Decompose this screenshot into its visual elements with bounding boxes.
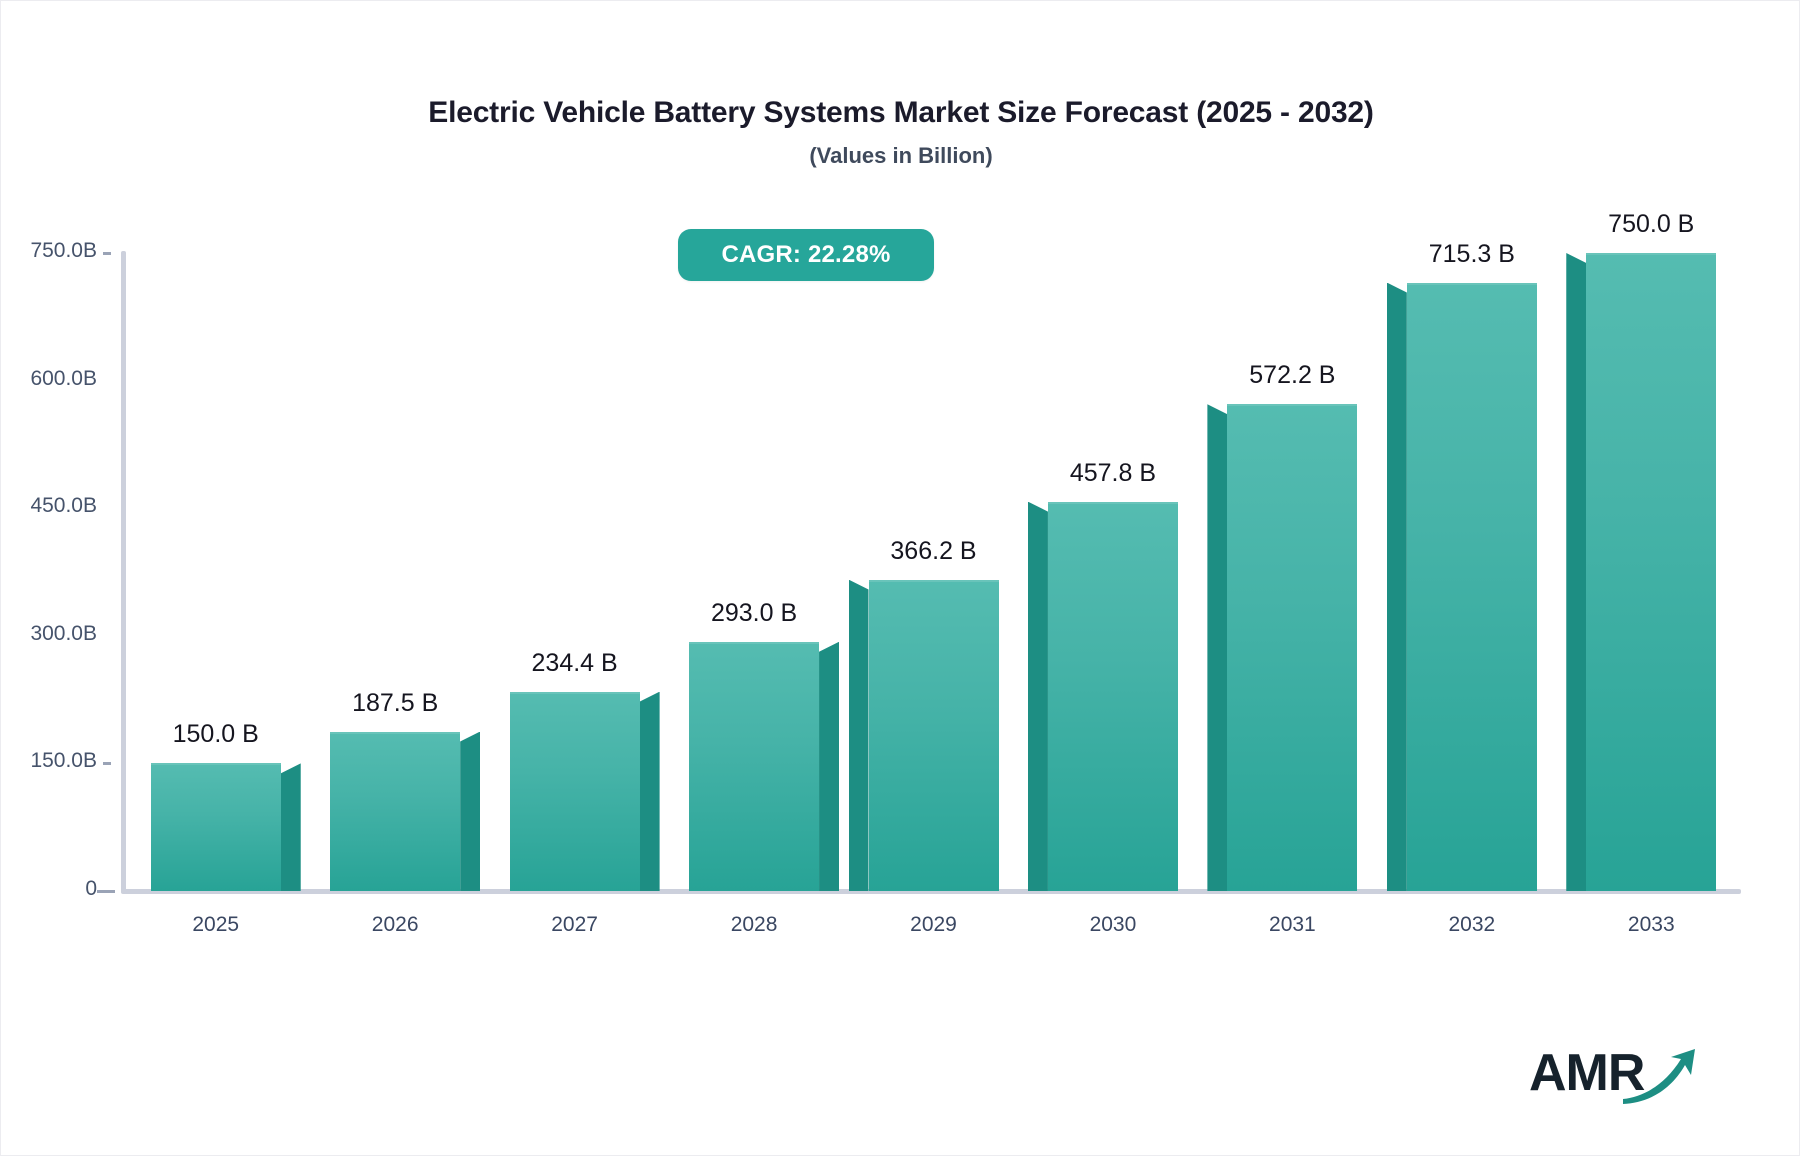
x-axis-tick-label: 2026 — [371, 913, 419, 936]
bar-value-label: 150.0 B — [172, 720, 259, 749]
bar-front-face — [868, 579, 999, 891]
x-axis-tick-label: 2029 — [910, 913, 957, 936]
y-axis-tick-label: 750.0B — [30, 239, 97, 262]
amr-logo: AMR — [1529, 1044, 1701, 1112]
bar-value-label: 234.4 B — [531, 648, 618, 677]
x-axis-tick-label: 2027 — [551, 913, 598, 936]
y-axis-tick-mark — [103, 252, 111, 255]
bar-value-label: 366.2 B — [890, 536, 977, 565]
bar-front-face — [1406, 282, 1537, 891]
y-axis-line — [121, 251, 126, 893]
bar: 715.3 B — [1386, 240, 1537, 891]
x-axis-tick-label: 2025 — [192, 913, 240, 936]
bar-front-face — [689, 641, 820, 891]
bar-front-face — [1227, 404, 1358, 891]
bar: 366.2 B — [848, 537, 999, 891]
chart-header: Electric Vehicle Battery Systems Market … — [1, 93, 1799, 170]
bar-front-face — [330, 731, 461, 891]
y-axis-tick-label: 300.0B — [30, 621, 97, 645]
bar-side-face — [1386, 282, 1407, 891]
bar-value-label: 572.2 B — [1249, 361, 1336, 390]
bar-side-face — [460, 731, 481, 891]
bar-side-face — [1027, 501, 1048, 891]
x-axis-tick-label: 2030 — [1089, 913, 1137, 936]
growth-arrow-icon — [1621, 1047, 1701, 1112]
y-axis-tick-label: 150.0B — [30, 749, 97, 773]
bar: 234.4 B — [509, 649, 660, 891]
bar-side-face — [280, 763, 301, 891]
y-axis-tick-mark — [103, 762, 111, 766]
bar-side-face — [1207, 404, 1228, 891]
x-axis-tick-label: 2032 — [1448, 913, 1496, 936]
bar: 572.2 B — [1207, 361, 1358, 891]
bar: 750.0 B — [1566, 210, 1717, 891]
y-axis-tick-mark — [97, 890, 115, 893]
cagr-badge: CAGR: 22.28% — [678, 229, 934, 281]
bar-value-label: 187.5 B — [352, 688, 439, 717]
cagr-badge-label: CAGR: 22.28% — [721, 241, 891, 268]
bar-front-face — [150, 763, 281, 891]
x-axis-tick-label: 2031 — [1269, 913, 1316, 936]
bar: 293.0 B — [689, 599, 840, 891]
x-axis-tick-label: 2028 — [730, 913, 778, 936]
bar-front-face — [1047, 501, 1178, 891]
amr-logo-text: AMR — [1529, 1044, 1645, 1102]
bar-side-face — [819, 641, 840, 891]
bar-value-label: 715.3 B — [1428, 239, 1515, 268]
x-axis-tick-label: 2033 — [1627, 913, 1675, 936]
bar-value-label: 750.0 B — [1608, 210, 1695, 238]
x-axis-line — [121, 889, 1741, 894]
bar-front-face — [1586, 253, 1717, 891]
chart-title: Electric Vehicle Battery Systems Market … — [428, 96, 1374, 129]
bar-value-label: 457.8 B — [1069, 458, 1157, 487]
bar-side-face — [639, 691, 660, 891]
y-axis-tick-label: 450.0B — [30, 494, 97, 518]
y-axis-tick-label: 600.0B — [30, 366, 97, 390]
y-axis-tick-label: 0 — [85, 877, 97, 900]
bar-side-face — [848, 579, 869, 891]
chart-subtitle: (Values in Billion) — [809, 143, 993, 168]
bar-front-face — [509, 691, 640, 891]
bar: 150.0 B — [150, 720, 301, 891]
bar-side-face — [1566, 253, 1587, 891]
bar: 457.8 B — [1027, 459, 1178, 891]
bar-value-label: 293.0 B — [710, 598, 798, 627]
bar: 187.5 B — [330, 689, 481, 891]
